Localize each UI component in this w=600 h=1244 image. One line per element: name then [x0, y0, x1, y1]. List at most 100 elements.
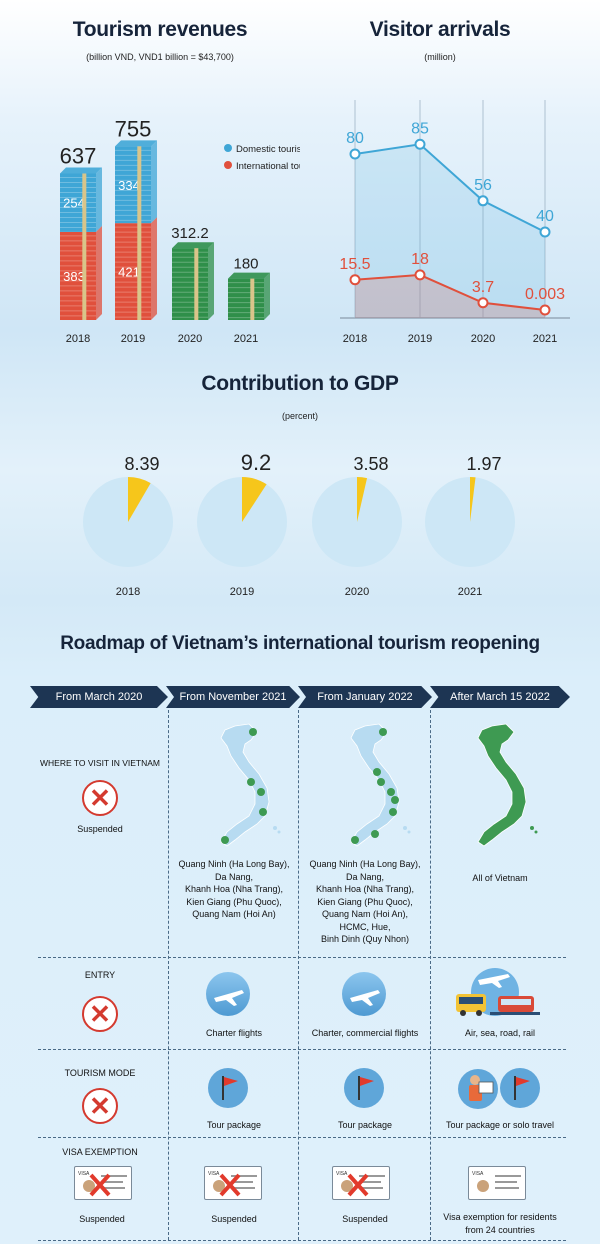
legend-label-domestic: Domestic tourism: [236, 144, 300, 155]
data-label: 85: [411, 120, 429, 137]
cell-line: Quang Ninh (Ha Long Bay),: [309, 859, 421, 869]
gdp-title: Contribution to GDP: [201, 372, 399, 395]
pie-slice: [470, 477, 476, 522]
phase-header-3: From January 2022: [298, 686, 432, 708]
map-island: [277, 830, 281, 834]
data-point: [477, 195, 489, 207]
cell-line: Visa exemption for residents: [443, 1212, 557, 1222]
x-mark-icon: ✕: [82, 996, 118, 1032]
arrivals-chart: 80 85 56 40 15.5 18 3.7 0.003 2018 2019 2020 2021: [339, 100, 570, 345]
bar-value-label: 334: [118, 178, 140, 193]
visa-card-icon: VISA: [204, 1166, 262, 1200]
cell-line: Khanh Hoa (Nha Trang),: [315, 884, 415, 894]
visa-card-icon: VISA: [74, 1166, 132, 1200]
map-highlight-region: [351, 836, 359, 844]
mode-cell-2: Tour package: [206, 1120, 262, 1130]
bar-top: [228, 272, 270, 279]
data-label: 80: [346, 130, 364, 147]
mode-cell-4: Tour package or solo travel: [445, 1120, 555, 1130]
svg-text:VISA: VISA: [208, 1171, 220, 1177]
roadmap-title: Roadmap of Vietnam’s international touri…: [60, 633, 540, 654]
data-point: [539, 304, 551, 316]
x-tick-label: 2018: [343, 333, 367, 345]
entry-cell-3: Charter, commercial flights: [311, 1028, 419, 1038]
bar-value-label: 421: [118, 265, 140, 280]
map-outline: [477, 723, 527, 847]
svg-text:VISA: VISA: [78, 1171, 90, 1177]
row-divider: [38, 957, 566, 958]
row-label-entry: ENTRY: [84, 970, 116, 980]
map-highlight-region: [249, 728, 257, 736]
map-highlight-region: [259, 808, 267, 816]
svg-text:VISA: VISA: [472, 1171, 484, 1177]
visa-cell-4: Visa exemption for residents from 24 coun…: [432, 1211, 568, 1236]
bar-top: [172, 242, 214, 249]
bar-total-label: 637: [60, 143, 97, 168]
data-point: [539, 226, 551, 238]
pie-year-label: 2018: [116, 586, 140, 598]
svg-text:VISA: VISA: [336, 1171, 348, 1177]
gdp-subtitle: (percent): [281, 411, 318, 421]
bar-domestic: [115, 146, 151, 224]
bar-band: [194, 248, 199, 320]
row-label-mode: TOURISM MODE: [64, 1068, 136, 1078]
bar-international-side: [96, 225, 102, 320]
cell-line: Kien Giang (Phu Quoc),: [317, 896, 413, 907]
cell-line: Da Nang,: [214, 871, 254, 882]
airplane-icon: [206, 972, 250, 1016]
data-point: [414, 138, 426, 150]
row-divider: [38, 1049, 566, 1050]
row-divider: [38, 1240, 566, 1241]
series-line: [354, 273, 546, 311]
visa-cell-3: Suspended: [342, 1214, 388, 1224]
bar-value-label: 254: [63, 196, 85, 211]
vietnam-map-icon: [220, 723, 281, 847]
row-label-visa: VISA EXEMPTION: [62, 1147, 138, 1157]
pie-year-label: 2020: [345, 586, 369, 598]
bar-total-side: [264, 272, 270, 320]
where-cell-1: Suspended: [77, 824, 123, 834]
data-label: 56: [474, 177, 492, 194]
phase-header-4: After March 15 2022: [430, 686, 570, 708]
data-label: 0.003: [525, 286, 565, 303]
legend-swatch-domestic: [224, 144, 232, 152]
cell-line: Quang Nam (Hoi An): [192, 909, 276, 919]
legend-label-international: International tourism: [236, 161, 300, 172]
bar-international: [115, 223, 151, 320]
bar-total-side: [208, 242, 214, 320]
bar-band: [250, 278, 255, 320]
arrivals-title: Visitor arrivals: [369, 18, 511, 41]
bar-band: [82, 173, 87, 320]
data-label: 18: [411, 251, 429, 268]
map-highlight-region: [257, 788, 265, 796]
map-highlight-region: [371, 830, 379, 838]
x-tick-label: 2019: [408, 333, 432, 345]
map-highlight-region: [379, 728, 387, 736]
arrivals-subtitle: (million): [424, 52, 456, 62]
map-highlight-region: [373, 768, 381, 776]
revenue-title: Tourism revenues: [72, 18, 248, 41]
bar-band: [137, 146, 142, 320]
phase-header-1: From March 2020: [30, 686, 168, 708]
series-area: [355, 144, 545, 318]
column-divider: [298, 710, 299, 1240]
map-island: [534, 830, 538, 834]
bar-international: [60, 231, 96, 320]
row-divider: [38, 1137, 566, 1138]
map-island: [530, 826, 534, 830]
bar-total-label: 180: [233, 256, 258, 273]
data-point: [414, 269, 426, 281]
bar-top: [115, 140, 157, 147]
visa-cell-1: Suspended: [79, 1214, 125, 1224]
cell-line: Kien Giang (Phu Quoc),: [186, 896, 282, 907]
visa-card-icon: VISA: [468, 1166, 526, 1200]
revenue-subtitle: (billion VND, VND1 billion = $43,700): [86, 52, 234, 62]
where-cell-2: Quang Ninh (Ha Long Bay), Da Nang, Khanh H…: [170, 858, 298, 921]
bar-total-label: 755: [115, 116, 152, 141]
pie-value-label: 1.97: [466, 454, 501, 474]
where-cell-3: Quang Ninh (Ha Long Bay), Da Nang, Khanh H…: [300, 858, 430, 946]
transport-icon: [456, 968, 540, 1016]
x-tick-label: 2018: [66, 333, 90, 345]
map-island: [407, 830, 411, 834]
where-cell-4: All of Vietnam: [472, 873, 528, 883]
